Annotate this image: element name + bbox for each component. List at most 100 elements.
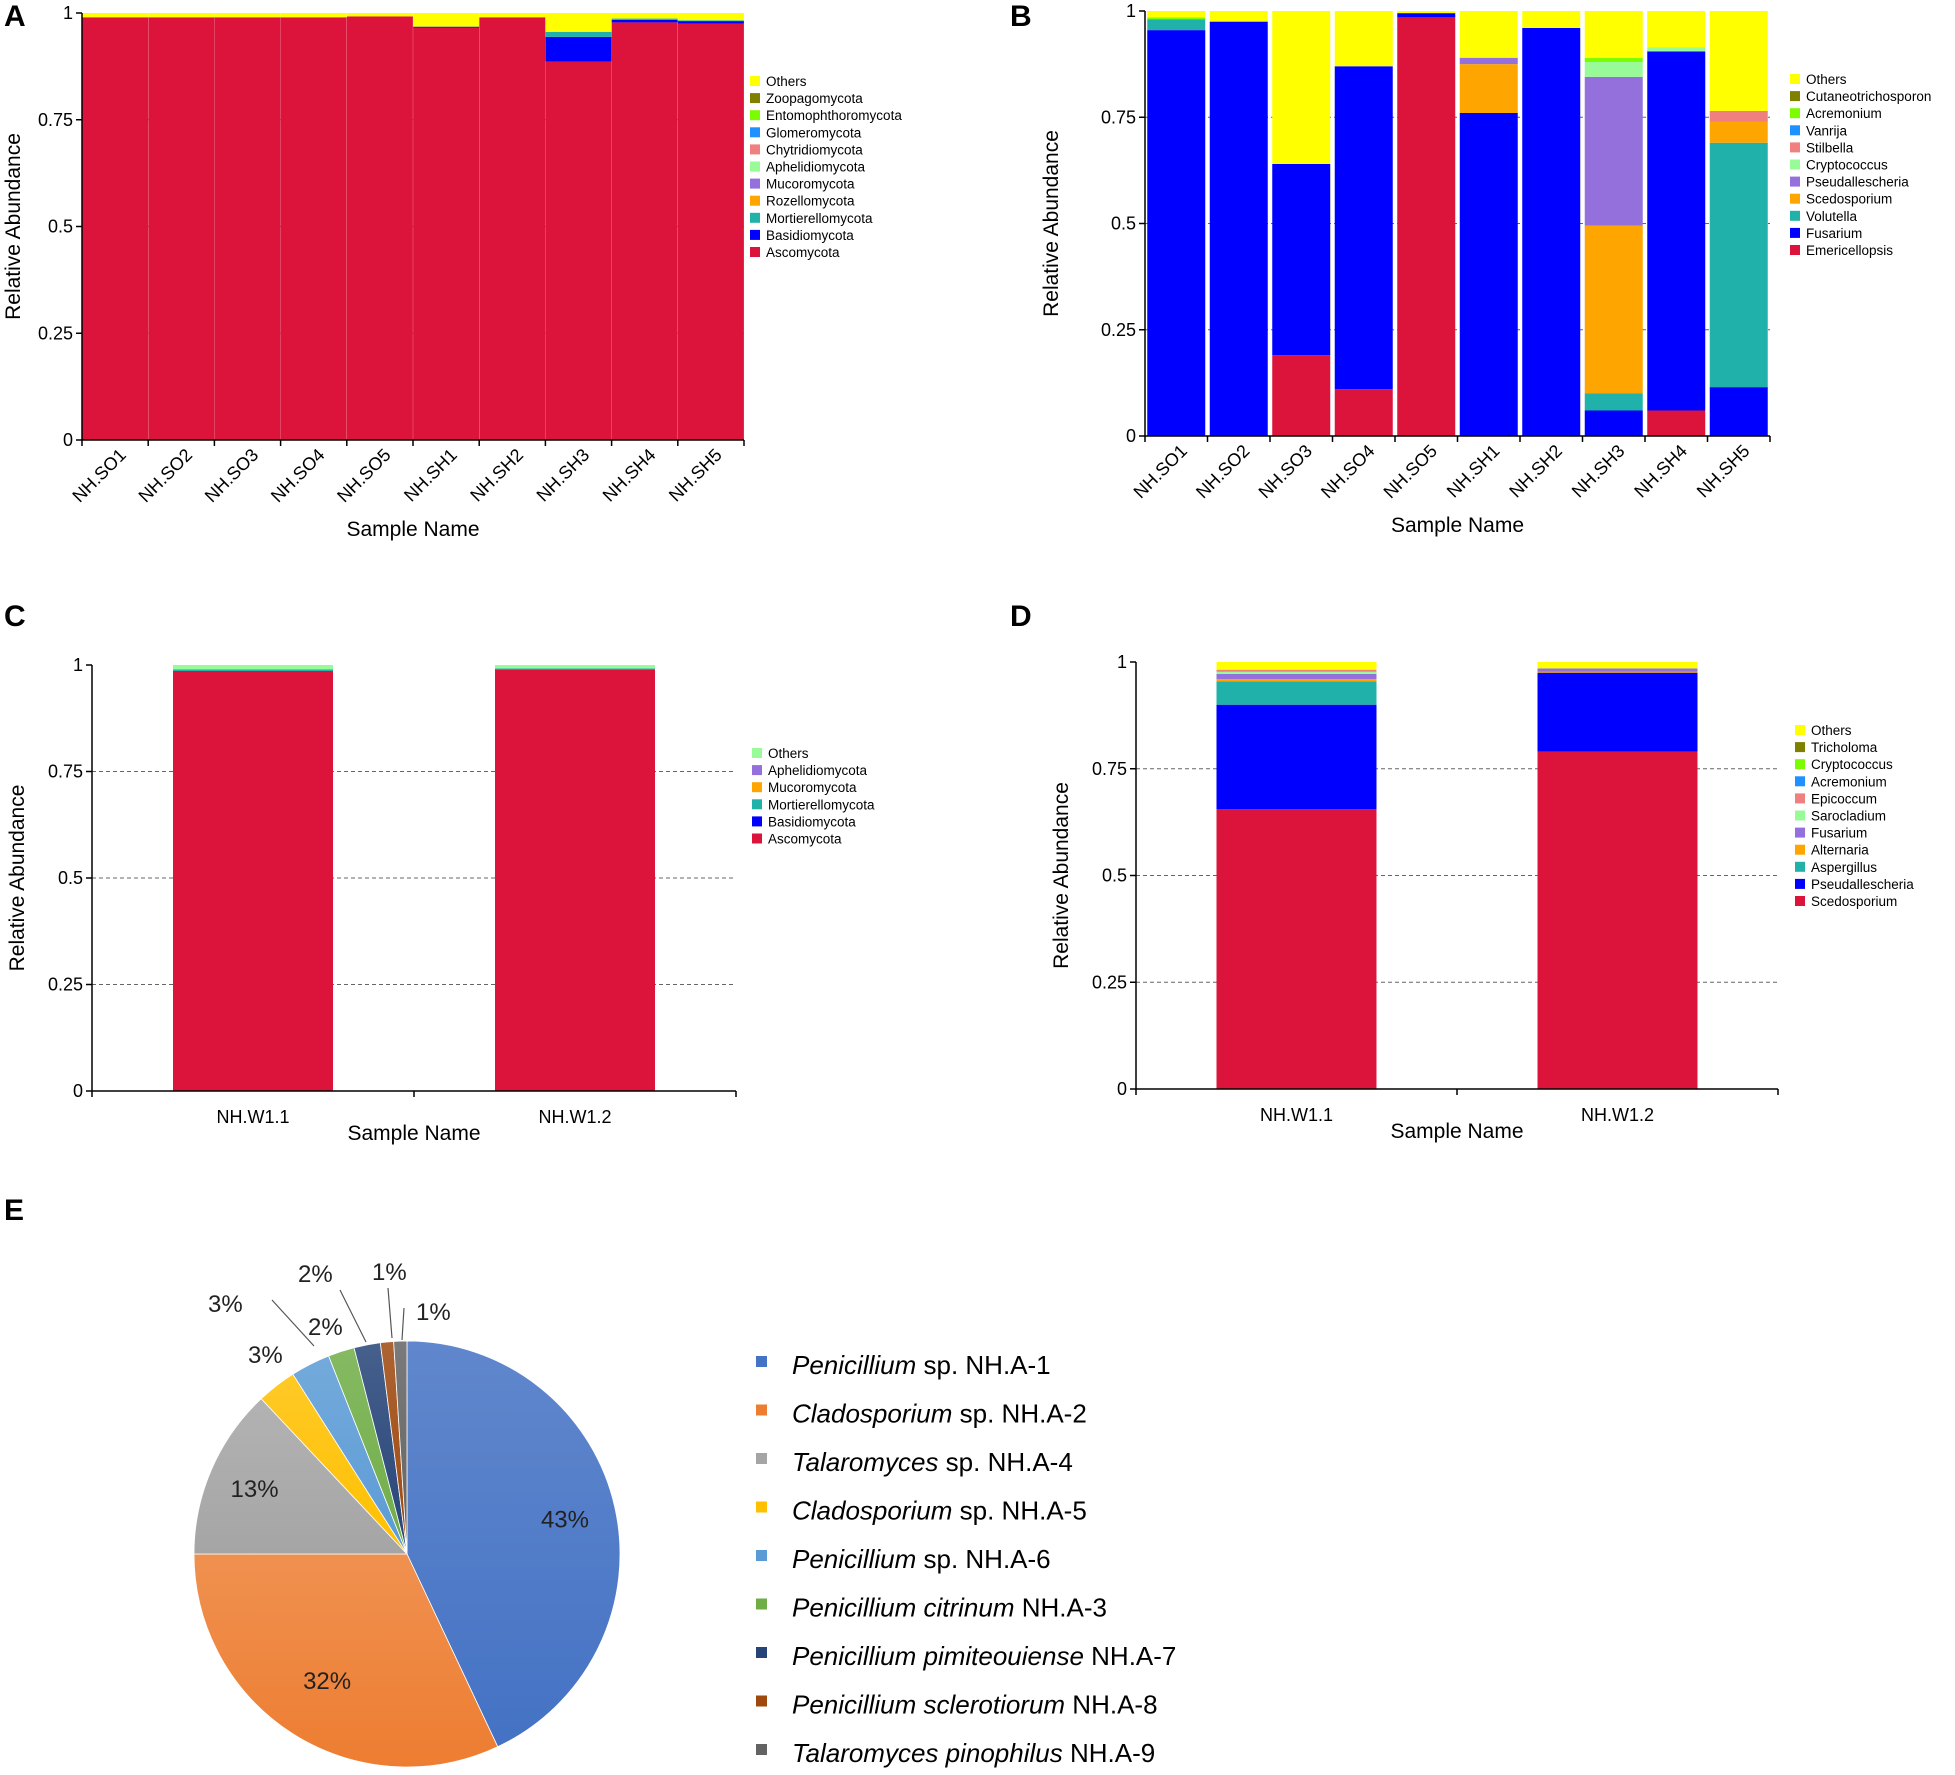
bar-segment-stilbella: [1709, 110, 1768, 122]
bar-segment-alternaria: [1216, 679, 1377, 682]
legend-item-pseudallescheria: Pseudallescheria: [1806, 175, 1909, 190]
legend-item-alternaria: Alternaria: [1811, 843, 1869, 858]
y-tick-label: 0.75: [48, 762, 83, 782]
bar-nh-so5: [1397, 11, 1456, 436]
x-tick-label: NH.SH1: [1443, 441, 1504, 502]
x-tick-label: NH.SH3: [533, 445, 594, 506]
bar-segment-scedosporium: [1216, 809, 1377, 1089]
bar-segment-ascomycota: [413, 27, 480, 440]
legend-item-mortierellomycota: Mortierellomycota: [766, 211, 873, 226]
legend-swatch: [756, 1695, 767, 1707]
bar-segment-pseudallescheria: [1216, 704, 1377, 810]
y-tick-label: 1: [63, 3, 73, 23]
y-tick-label: 0.75: [38, 110, 73, 130]
y-tick-label: 1: [1126, 1, 1136, 21]
bar-segment-fusarium: [1272, 164, 1331, 356]
bar-segment-basidiomycota: [545, 36, 612, 62]
legend-swatch: [1795, 759, 1805, 770]
bar-segment-emericellopsis: [1397, 17, 1456, 436]
bar-nh-sh3: [1584, 11, 1643, 436]
legend-item-acremonium: Acremonium: [1811, 774, 1887, 789]
legend-swatch: [1790, 108, 1800, 119]
panel-label-e: E: [4, 1194, 24, 1227]
x-tick-label: NH.SO3: [1255, 441, 1317, 503]
pie-data-label: 1%: [372, 1259, 407, 1286]
bar-segment-ascomycota: [214, 17, 281, 441]
pie-slice-2: [193, 1553, 499, 1768]
pie-data-label: 2%: [308, 1314, 343, 1341]
bar-segment-acremonium: [1584, 57, 1643, 62]
legend-item-volutella: Volutella: [1806, 209, 1858, 224]
bar-segment-others: [677, 13, 744, 21]
legend-swatch: [750, 178, 760, 189]
legend-item-ascomycota: Ascomycota: [768, 832, 842, 847]
pie-data-label: 2%: [298, 1261, 333, 1288]
y-tick-label: 0.25: [38, 323, 73, 343]
bar-segment-fusarium: [1584, 410, 1643, 436]
y-tick-label: 0: [63, 430, 73, 450]
chart-d: 0 0.25 0.5 0.75 1 NH.W1.1 NH.W1.2 Relative Abun…: [1050, 652, 1914, 1143]
x-tick-label: NH.SH5: [1693, 441, 1754, 502]
x-tick-label: NH.SO4: [267, 445, 329, 507]
pie-leader-line: [401, 1307, 405, 1341]
legend-item-ascomycota: Ascomycota: [766, 245, 840, 260]
x-tick-label: NH.W1.2: [1581, 1105, 1654, 1125]
x-tick-label: NH.SO5: [333, 445, 395, 507]
bar-segment-fusarium: [1334, 66, 1393, 390]
legend-item-chytridiomycota: Chytridiomycota: [766, 142, 863, 157]
bar-segment-fusarium: [1397, 13, 1456, 18]
bar-segment-others: [1584, 11, 1643, 58]
x-tick-label: NH.SO1: [1130, 441, 1192, 503]
pie-slice-3: [193, 1398, 408, 1555]
legend-item-6: Penicillium citrinum NH.A-3: [792, 1593, 1107, 1623]
bar-segment-acremonium: [1147, 17, 1206, 20]
x-axis-title: Sample Name: [347, 1122, 480, 1145]
bar-segment-pseudallescheria: [1459, 57, 1518, 65]
legend-item-7: Penicillium pimiteouiense NH.A-7: [792, 1641, 1176, 1671]
y-axis-title: Relative Abundance: [6, 785, 29, 972]
legend-swatch: [752, 782, 762, 793]
bar-segment-others: [545, 13, 612, 32]
legend-item-acremonium: Acremonium: [1806, 106, 1882, 121]
legend-item-others: Others: [768, 746, 809, 761]
legend-item-sarocladium: Sarocladium: [1811, 809, 1886, 824]
x-tick-label: NH.SH5: [665, 445, 726, 506]
bar-nh-so2: [1209, 11, 1268, 436]
legend-item-glomeromycota: Glomeromycota: [766, 125, 862, 140]
legend-item-cryptococcus: Cryptococcus: [1811, 757, 1893, 772]
panel-label-a: A: [4, 0, 26, 33]
legend-swatch: [756, 1744, 767, 1755]
pie-leader-line: [339, 1289, 367, 1343]
y-tick-label: 0.5: [58, 868, 83, 888]
y-axis-title: Relative Abundance: [1050, 782, 1073, 969]
bar-segment-volutella: [1147, 19, 1206, 31]
legend-swatch: [1795, 725, 1805, 735]
bar-nh-w1-2: [495, 665, 655, 1091]
legend-swatch: [1790, 210, 1800, 221]
bar-segment-others: [1334, 11, 1393, 67]
bar-segment-mortierellomycota: [495, 668, 655, 670]
legend-item-cutaneotrichosporon: Cutaneotrichosporon: [1806, 89, 1931, 104]
bar-segment-basidiomycota: [611, 19, 678, 23]
legend-item-cryptococcus: Cryptococcus: [1806, 158, 1888, 173]
legend-swatch: [750, 212, 760, 223]
bar-nh-sh3: [545, 13, 612, 440]
bar-segment-mortierellomycota: [173, 669, 333, 671]
bar-nh-so3: [1272, 11, 1331, 436]
pie-data-label: 32%: [303, 1668, 351, 1695]
legend-swatch: [750, 76, 760, 86]
bar-segment-others: [413, 13, 480, 27]
y-tick-label: 0.25: [1092, 972, 1127, 992]
legend-swatch: [750, 247, 760, 257]
legend-swatch: [752, 833, 762, 844]
x-tick-label: NH.SO4: [1317, 441, 1379, 503]
legend-swatch: [1790, 245, 1800, 255]
x-tick-label: NH.W1.1: [216, 1107, 289, 1127]
x-axis-title: Sample Name: [346, 518, 479, 541]
bar-segment-ascomycota: [82, 17, 149, 441]
legend-swatch: [1795, 878, 1805, 889]
legend-item-aphelidiomycota: Aphelidiomycota: [766, 160, 866, 175]
y-tick-label: 1: [73, 655, 83, 675]
bar-segment-others: [1522, 11, 1581, 28]
